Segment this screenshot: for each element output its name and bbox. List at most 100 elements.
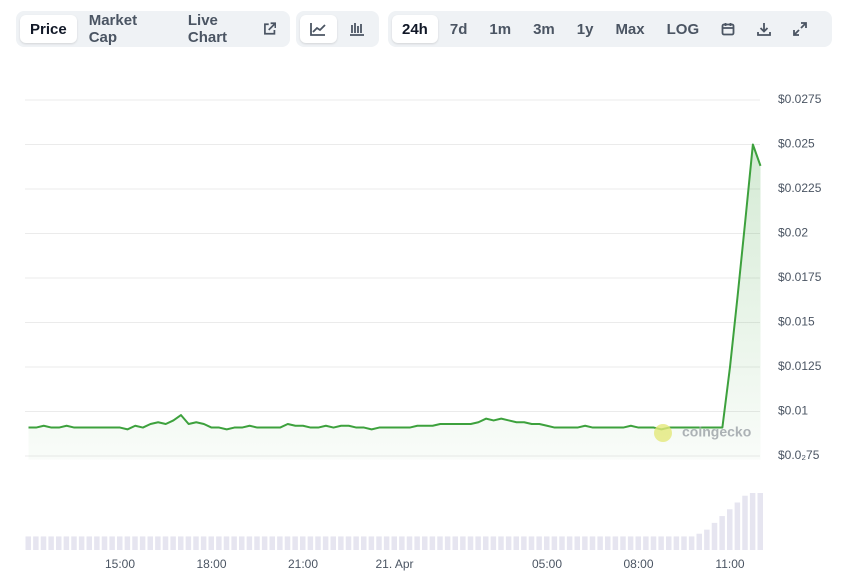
volume-bar bbox=[399, 536, 405, 550]
fullscreen-button[interactable] bbox=[783, 15, 817, 43]
volume-bar bbox=[338, 536, 344, 550]
calendar-icon bbox=[721, 23, 735, 36]
download-button[interactable] bbox=[747, 15, 781, 43]
volume-bar bbox=[361, 536, 367, 550]
x-tick-label: 15:00 bbox=[105, 557, 135, 571]
volume-bar bbox=[86, 536, 92, 550]
volume-bar bbox=[200, 536, 207, 550]
volume-bar bbox=[650, 536, 657, 550]
volume-bar bbox=[48, 536, 54, 550]
y-tick-label: $0.015 bbox=[778, 315, 815, 329]
volume-bar bbox=[422, 536, 428, 550]
line-style[interactable] bbox=[300, 15, 337, 43]
volume-bar bbox=[300, 536, 306, 550]
tab-market-cap[interactable]: Market Cap bbox=[88, 12, 138, 46]
volume-bar bbox=[757, 493, 763, 550]
volume-bar bbox=[254, 536, 260, 550]
range-3m[interactable]: 3m bbox=[533, 20, 555, 38]
external-icon bbox=[263, 22, 276, 35]
volume-bar bbox=[696, 533, 702, 550]
volume-bar bbox=[139, 536, 146, 550]
fullscreen-icon bbox=[793, 22, 808, 36]
volume-bar bbox=[239, 536, 245, 550]
volume-bar bbox=[414, 536, 420, 550]
volume-bar bbox=[589, 536, 596, 550]
volume-bar bbox=[71, 536, 77, 550]
volume-bar bbox=[452, 536, 458, 550]
volume-bar bbox=[711, 522, 718, 550]
volume-bar bbox=[528, 536, 535, 550]
volume-bar bbox=[620, 536, 626, 550]
volume-bar bbox=[315, 536, 321, 550]
y-tick-label: $0.0125 bbox=[778, 359, 822, 373]
volume-bar bbox=[269, 536, 275, 550]
volume-bar bbox=[559, 536, 565, 550]
volume-bar bbox=[208, 536, 214, 550]
volume-bar bbox=[33, 536, 39, 550]
volume-bar bbox=[124, 536, 131, 550]
volume-bar bbox=[155, 536, 161, 550]
volume-bar bbox=[673, 536, 680, 550]
y-tick-label: $0.01 bbox=[778, 404, 808, 418]
volume-bar bbox=[635, 536, 641, 550]
volume-bar bbox=[193, 536, 199, 550]
volume-bar bbox=[147, 536, 153, 550]
volume-bar bbox=[162, 536, 169, 550]
volume-bar bbox=[406, 536, 413, 550]
volume-bar bbox=[78, 536, 85, 550]
volume-bar bbox=[460, 536, 466, 550]
y-tick-label: $0.0₂75 bbox=[778, 448, 820, 462]
candle-icon bbox=[349, 23, 364, 36]
live-chart-label: Live Chart bbox=[187, 12, 228, 46]
tab-price[interactable]: Price bbox=[20, 15, 77, 43]
volume-bar bbox=[505, 536, 512, 550]
x-tick-label: 21:00 bbox=[288, 557, 318, 571]
price-area bbox=[28, 144, 761, 460]
volume-bar bbox=[284, 536, 291, 550]
volume-bar bbox=[178, 536, 184, 550]
volume-bar bbox=[368, 536, 375, 550]
volume-bar bbox=[666, 536, 672, 550]
volume-bar bbox=[261, 536, 268, 550]
volume-bar bbox=[391, 536, 397, 550]
y-tick-label: $0.02 bbox=[778, 226, 808, 240]
range-7d[interactable]: 7d bbox=[449, 20, 468, 38]
volume-bar bbox=[536, 536, 542, 550]
range-24h[interactable]: 24h bbox=[392, 15, 438, 43]
range-max[interactable]: Max bbox=[615, 20, 645, 38]
volume-bar bbox=[330, 536, 336, 550]
volume-bar bbox=[444, 536, 451, 550]
candle-style[interactable] bbox=[339, 15, 376, 43]
volume-bar bbox=[94, 536, 100, 550]
y-tick-label: $0.025 bbox=[778, 137, 815, 151]
volume-bar bbox=[597, 536, 603, 550]
volume-bar bbox=[383, 536, 390, 550]
watermark: coingecko bbox=[682, 424, 751, 440]
volume-bar bbox=[322, 536, 329, 550]
volume-bar bbox=[429, 536, 436, 550]
volume-bar bbox=[490, 536, 497, 550]
volume-bar bbox=[40, 536, 47, 550]
range-1m[interactable]: 1m bbox=[489, 20, 512, 38]
price-line bbox=[28, 143, 762, 431]
x-tick-label: 18:00 bbox=[196, 557, 226, 571]
volume-bar bbox=[688, 536, 695, 550]
y-tick-label: $0.0225 bbox=[778, 181, 822, 195]
chart-style bbox=[296, 11, 379, 47]
volume-bar bbox=[467, 536, 474, 550]
volume-bar bbox=[376, 536, 382, 550]
volume-bar bbox=[101, 536, 108, 550]
volume-bar bbox=[231, 536, 237, 550]
volume-bar bbox=[749, 493, 756, 550]
log-toggle[interactable]: LOG bbox=[666, 20, 700, 38]
range-1y[interactable]: 1y bbox=[576, 20, 594, 38]
volume-bar bbox=[109, 536, 115, 550]
volume-bar bbox=[574, 536, 580, 550]
view-tabs: Price Market Cap Live Chart bbox=[16, 11, 290, 47]
volume-bar bbox=[246, 536, 253, 550]
calendar-button[interactable] bbox=[711, 15, 745, 43]
tab-live-chart[interactable]: Live Chart bbox=[178, 12, 286, 46]
volume-bar bbox=[742, 495, 748, 550]
x-tick-label: 21. Apr bbox=[375, 557, 413, 571]
